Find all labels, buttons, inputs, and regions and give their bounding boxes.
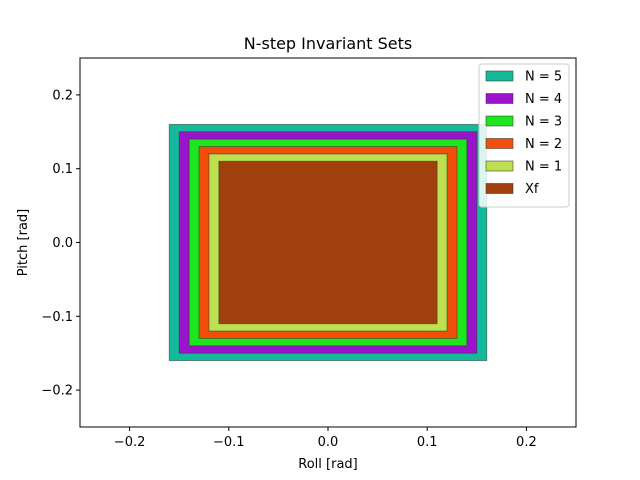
legend-label: N = 1 [525,160,562,175]
legend-label: N = 4 [525,92,562,107]
x-tick-label: 0.1 [417,435,438,450]
y-axis-label: Pitch [rad] [16,209,31,277]
chart-title: N-step Invariant Sets [244,34,413,53]
x-tick-label: 0.2 [516,435,537,450]
legend-swatch [486,71,513,81]
region-5 [219,161,437,323]
legend-swatch [486,184,513,194]
x-tick-label: −0.1 [213,435,245,450]
legend-label: N = 2 [525,137,562,152]
legend-swatch [486,116,513,126]
y-tick-label: −0.2 [41,384,73,399]
y-tick-label: −0.1 [41,310,73,325]
legend-swatch [486,139,513,149]
y-tick-label: 0.2 [52,88,73,103]
legend-label: Xf [525,182,539,197]
legend-label: N = 5 [525,70,562,85]
legend: N = 5 N = 4 N = 3 N = 2 N = 1 Xf [479,64,569,207]
x-axis-label: Roll [rad] [298,457,357,472]
x-tick-label: 0.0 [318,435,339,450]
y-tick-label: 0.1 [52,162,73,177]
legend-label: N = 3 [525,115,562,130]
legend-swatch [486,94,513,104]
invariant-set-regions [169,124,486,360]
legend-swatch [486,161,513,171]
x-tick-label: −0.2 [114,435,146,450]
y-tick-label: 0.0 [52,236,73,251]
